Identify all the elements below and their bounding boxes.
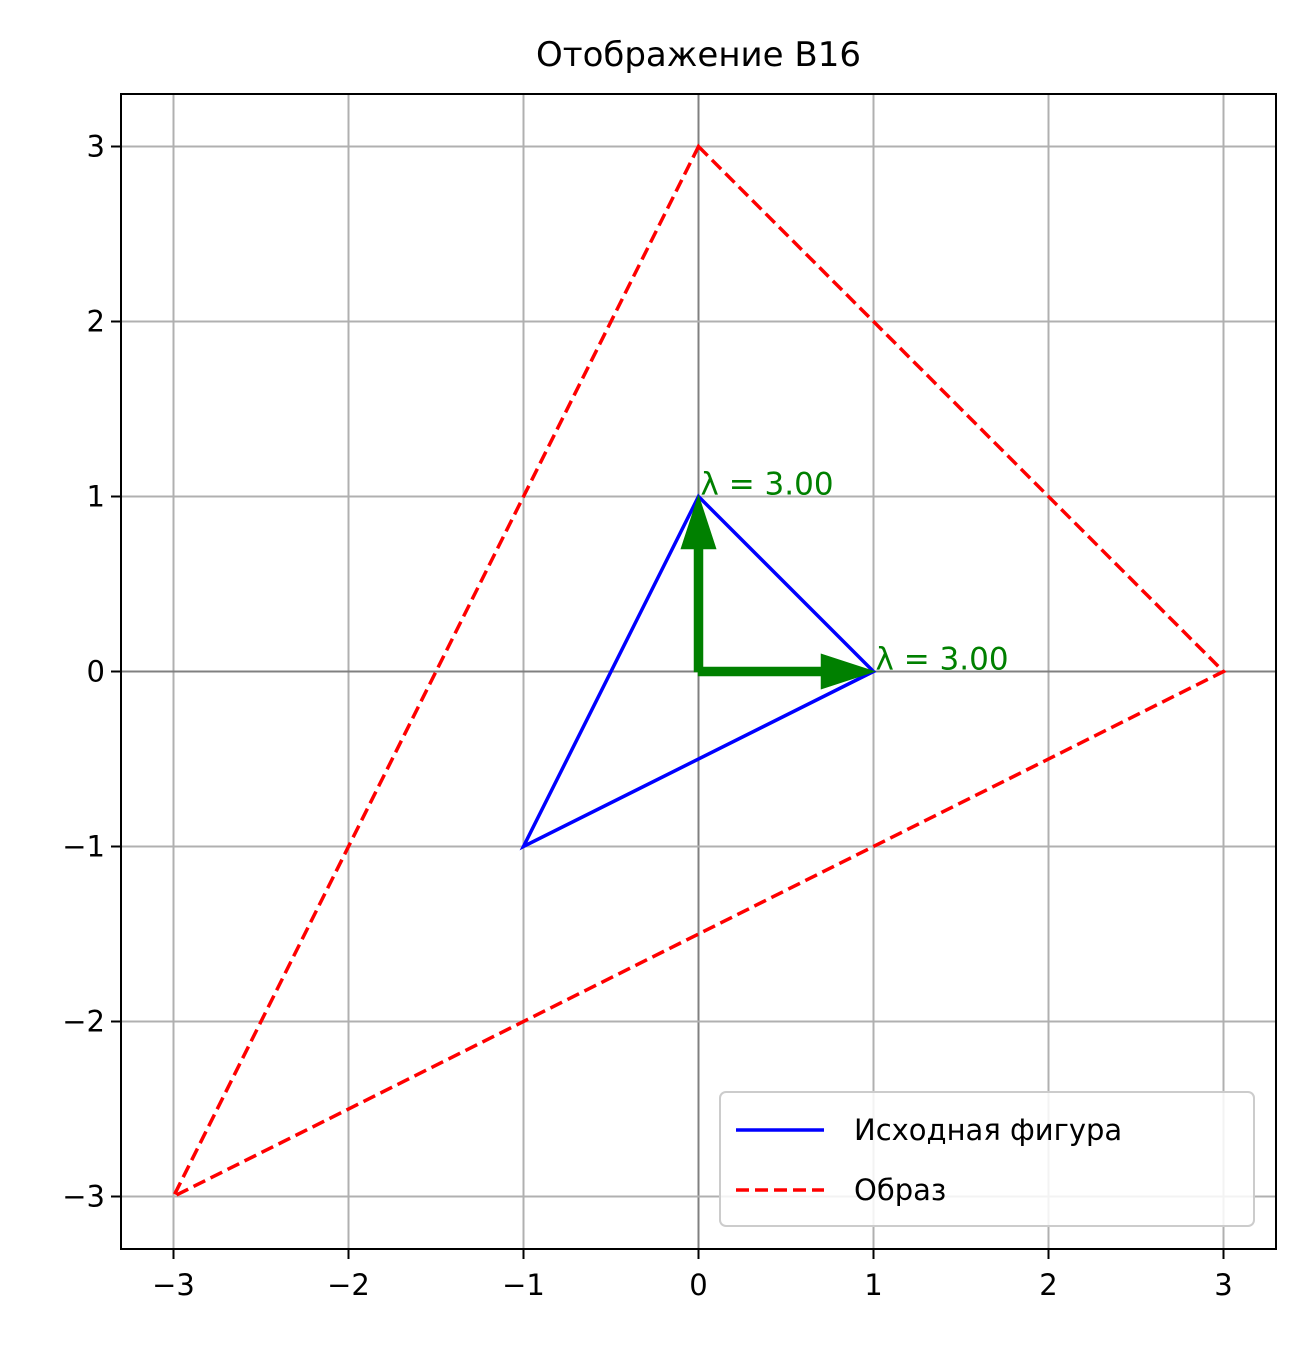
eigenvalue-label: λ = 3.00 xyxy=(701,467,834,503)
y-axis-ticks: −3 −2 −1 0 1 2 3 xyxy=(62,130,121,1214)
eigenvector-arrow xyxy=(697,653,876,690)
legend-label: Исходная фигура xyxy=(854,1113,1122,1147)
eigenvalue-label: λ = 3.00 xyxy=(876,642,1009,678)
original-figure-line xyxy=(519,493,877,851)
x-tick-label: −1 xyxy=(502,1268,545,1302)
x-tick-label: −2 xyxy=(327,1268,370,1302)
legend-label: Образ xyxy=(854,1173,946,1207)
y-tick-label: 2 xyxy=(87,305,105,339)
y-tick-label: 0 xyxy=(87,655,105,689)
x-axis-ticks: −3 −2 −1 0 1 2 3 xyxy=(152,1249,1233,1302)
x-tick-label: 2 xyxy=(1039,1268,1057,1302)
x-tick-label: 0 xyxy=(689,1268,707,1302)
legend-box xyxy=(719,1091,1255,1227)
y-tick-label: −3 xyxy=(62,1180,105,1214)
plot-area: λ = 3.00 λ = 3.00 xyxy=(169,143,1227,1201)
x-tick-label: 3 xyxy=(1214,1268,1232,1302)
legend: Исходная фигура Образ xyxy=(719,1091,1255,1227)
chart-title: Отображение B16 xyxy=(536,35,861,75)
axes-frame xyxy=(120,93,1277,1250)
y-tick-label: 1 xyxy=(87,480,105,514)
y-tick-label: −2 xyxy=(62,1005,105,1039)
x-tick-label: 1 xyxy=(864,1268,882,1302)
image-figure-line xyxy=(169,143,1227,1201)
y-tick-label: 3 xyxy=(87,130,105,164)
eigenvector-arrow xyxy=(680,494,717,673)
x-tick-label: −3 xyxy=(152,1268,195,1302)
y-tick-label: −1 xyxy=(62,830,105,864)
